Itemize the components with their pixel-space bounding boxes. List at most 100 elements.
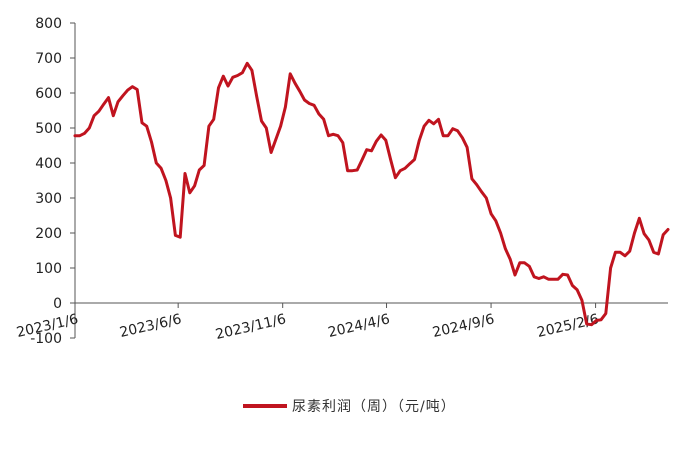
data-point: [231, 76, 234, 79]
data-point: [494, 219, 497, 222]
data-point: [556, 278, 560, 281]
data-point: [456, 129, 459, 132]
y-tick-label: 700: [35, 51, 62, 67]
x-tick-label: 2023/11/6: [214, 311, 288, 343]
data-point: [155, 161, 158, 165]
data-point: [289, 72, 292, 76]
data-point: [399, 169, 402, 172]
data-point: [537, 277, 541, 280]
data-point: [485, 196, 488, 200]
legend-label: 尿素利润（周）（元/吨）: [292, 399, 456, 415]
data-point: [332, 133, 335, 136]
series-layer: [73, 61, 670, 327]
data-point: [274, 138, 278, 141]
data-point: [312, 104, 316, 107]
data-point: [532, 275, 536, 278]
data-point: [628, 250, 631, 253]
data-point: [174, 234, 177, 237]
data-point: [642, 232, 646, 235]
data-point: [341, 141, 344, 144]
series-line: [73, 61, 670, 327]
data-point: [475, 183, 478, 186]
data-point: [571, 284, 574, 287]
data-point: [375, 140, 378, 143]
data-point: [442, 134, 445, 137]
data-point: [102, 103, 105, 106]
data-point: [595, 319, 598, 322]
data-point: [222, 75, 225, 78]
data-point: [346, 169, 349, 172]
data-point: [279, 125, 282, 128]
data-point: [327, 134, 330, 137]
data-point: [614, 251, 617, 254]
data-point: [384, 139, 387, 142]
data-point: [73, 134, 77, 137]
data-point: [212, 118, 215, 121]
data-point: [504, 247, 507, 250]
data-point: [513, 273, 517, 277]
data-point: [662, 233, 665, 236]
data-point: [293, 82, 297, 85]
data-point: [666, 228, 670, 231]
data-point: [523, 261, 526, 264]
data-point: [638, 217, 641, 220]
data-point: [408, 162, 411, 165]
data-point: [561, 273, 564, 276]
data-point: [480, 190, 483, 193]
data-point: [308, 102, 311, 105]
data-point: [107, 96, 110, 99]
data-point: [336, 134, 340, 137]
x-tick-label: 2024/4/6: [327, 311, 392, 341]
y-tick-label: 0: [53, 296, 62, 312]
y-tick-label: 500: [35, 121, 62, 137]
data-point: [265, 126, 268, 130]
data-point: [427, 119, 431, 122]
data-point: [499, 231, 502, 235]
data-point: [619, 251, 622, 254]
data-point: [236, 74, 239, 77]
data-point: [451, 127, 454, 130]
y-tick-label: 800: [35, 16, 62, 32]
data-point: [351, 169, 354, 172]
data-point: [370, 149, 373, 152]
data-point: [360, 159, 364, 162]
data-point: [250, 69, 254, 72]
data-point: [179, 236, 182, 239]
y-tick-label: 300: [35, 191, 62, 207]
data-point: [226, 84, 230, 88]
y-tick-label: 100: [35, 261, 62, 277]
data-point: [188, 191, 191, 194]
data-point: [317, 112, 321, 116]
data-point: [575, 288, 579, 291]
data-point: [465, 146, 469, 149]
data-point: [183, 172, 187, 175]
data-point: [121, 94, 125, 98]
data-point: [202, 164, 206, 167]
data-point: [518, 261, 521, 264]
data-point: [585, 322, 588, 326]
data-point: [604, 312, 607, 315]
data-point: [437, 118, 440, 121]
y-tick-label: -100: [30, 331, 62, 347]
data-point: [126, 89, 129, 92]
x-tick-label: 2025/2/6: [536, 311, 601, 341]
data-point: [207, 125, 211, 128]
data-point: [246, 62, 249, 65]
data-point: [131, 85, 134, 88]
data-point: [78, 134, 82, 137]
data-point: [379, 133, 383, 137]
data-point: [241, 71, 244, 74]
data-point: [394, 176, 397, 179]
data-point: [657, 252, 660, 256]
data-point: [432, 122, 435, 126]
y-tick-label: 600: [35, 86, 62, 102]
x-axis: 2023/1/6 2023/6/6 2023/11/6 2024/4/6 2024/9/…: [15, 302, 668, 343]
y-tick-label: 200: [35, 226, 62, 242]
data-point: [547, 278, 550, 281]
data-point: [609, 266, 612, 270]
data-point: [542, 275, 545, 278]
data-point: [566, 273, 569, 277]
data-point: [159, 167, 163, 170]
data-point: [418, 139, 421, 142]
